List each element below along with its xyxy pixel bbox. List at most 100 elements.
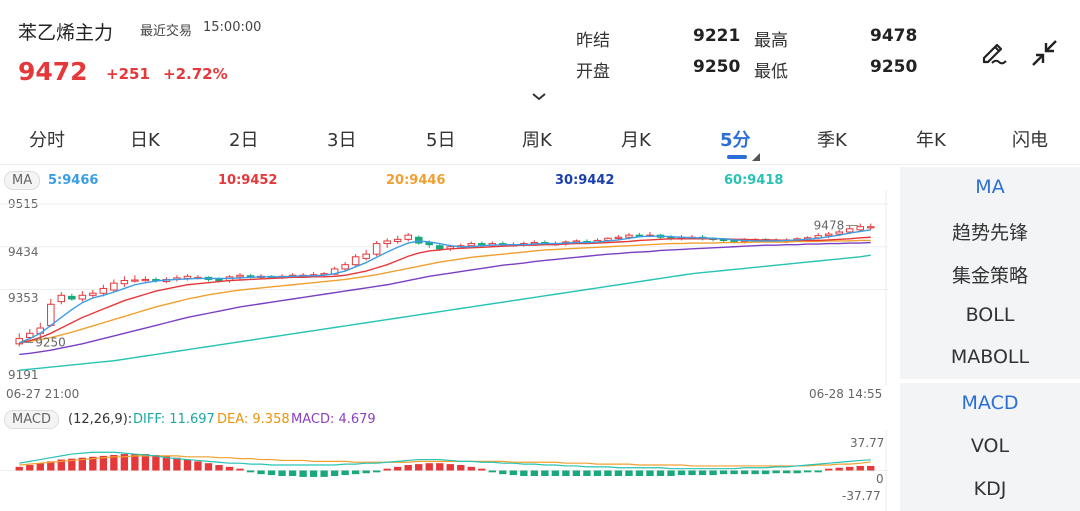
macd-chart[interactable] xyxy=(0,430,895,511)
macd-dea-value: DEA: 9.358 xyxy=(217,412,290,427)
macd-bar xyxy=(36,463,44,471)
macd-bar xyxy=(173,457,181,471)
candle-body xyxy=(404,234,412,240)
candle-body xyxy=(866,226,875,229)
tab-dropdown-icon[interactable] xyxy=(752,146,760,161)
tab-2-day[interactable]: 2日 xyxy=(229,130,259,151)
macd-bar xyxy=(825,468,833,471)
sidebar-item-vol[interactable]: VOL xyxy=(970,435,1010,457)
macd-bar xyxy=(436,463,444,471)
macd-macd-value: MACD: 4.679 xyxy=(291,412,376,427)
open-value: 9250 xyxy=(693,57,741,77)
candlestick-chart[interactable]: 9478 9250 xyxy=(0,190,895,385)
macd-bar xyxy=(646,470,654,476)
macd-bar xyxy=(698,470,707,476)
candle-body xyxy=(120,280,129,285)
ma-legend-badge[interactable]: MA xyxy=(4,171,41,190)
last-trade-time: 15:00:00 xyxy=(203,20,262,35)
price-tick-label: 9353 xyxy=(8,291,39,305)
macd-bar xyxy=(26,465,34,471)
sidebar-item-macd[interactable]: MACD xyxy=(961,392,1019,414)
macd-bar xyxy=(856,465,864,471)
open-label: 开盘 xyxy=(576,62,610,82)
tab-3-day[interactable]: 3日 xyxy=(327,130,357,151)
price-tick-label: 9434 xyxy=(8,245,39,259)
macd-bar xyxy=(404,465,412,471)
macd-bar xyxy=(78,457,87,471)
macd-bar xyxy=(68,458,76,471)
macd-bar xyxy=(867,465,875,471)
candle-body xyxy=(341,264,349,270)
macd-bar xyxy=(499,470,507,475)
chevron-down-icon[interactable] xyxy=(530,88,548,101)
ma10-legend: 10:9452 xyxy=(218,173,278,188)
sidebar-item-capital-strategy[interactable]: 集金策略 xyxy=(951,265,1028,287)
pencil-icon[interactable] xyxy=(978,36,1008,66)
macd-bar xyxy=(562,470,570,476)
tab-quarterly-k[interactable]: 季K xyxy=(817,130,847,151)
macd-bar xyxy=(572,470,581,476)
macd-bar xyxy=(110,454,118,471)
tab-daily-k[interactable]: 日K xyxy=(130,130,160,151)
candle-body xyxy=(845,228,854,233)
macd-bar xyxy=(15,466,23,471)
tab-monthly-k[interactable]: 月K xyxy=(621,130,651,151)
candle-body xyxy=(57,294,66,303)
macd-bar xyxy=(520,470,528,476)
macd-bar xyxy=(362,470,370,474)
candle-body xyxy=(215,278,223,282)
macd-bar xyxy=(278,470,286,476)
candle-body xyxy=(47,303,55,326)
tab-yearly-k[interactable]: 年K xyxy=(916,130,946,151)
candle-body xyxy=(625,234,633,238)
macd-bar xyxy=(635,470,644,476)
macd-bar xyxy=(267,470,276,476)
sidebar-item-ma[interactable]: MA xyxy=(975,176,1005,198)
macd-bar xyxy=(57,459,65,471)
macd-params: (12,26,9): xyxy=(68,412,133,427)
candle-body xyxy=(478,243,486,246)
macd-axis-zero: 0 xyxy=(876,472,884,486)
contract-name[interactable]: 苯乙烯主力 xyxy=(18,22,114,44)
ma30-legend: 30:9442 xyxy=(555,173,615,188)
macd-bar xyxy=(425,463,433,471)
macd-bar xyxy=(614,470,623,476)
macd-dea-line xyxy=(19,455,871,467)
tab-flash[interactable]: 闪电 xyxy=(1012,130,1048,151)
tab-5-day[interactable]: 5日 xyxy=(426,130,456,151)
tab-fenshi[interactable]: 分时 xyxy=(29,130,65,151)
macd-bar xyxy=(288,470,297,476)
tab-divider xyxy=(0,164,1080,165)
macd-bar xyxy=(478,468,486,471)
macd-bar xyxy=(593,470,602,476)
candle-body xyxy=(614,236,623,239)
sidebar-item-kdj[interactable]: KDJ xyxy=(973,478,1007,500)
macd-bar xyxy=(530,470,539,476)
macd-bar xyxy=(141,454,150,471)
sidebar-item-maboll[interactable]: MABOLL xyxy=(950,346,1030,368)
candle-body xyxy=(435,245,444,250)
ma60-legend: 60:9418 xyxy=(724,173,784,188)
macd-bar xyxy=(152,454,160,471)
candle-body xyxy=(351,256,360,266)
macd-bar xyxy=(236,468,244,471)
macd-legend-badge[interactable]: MACD xyxy=(4,410,59,429)
macd-bar xyxy=(793,470,801,474)
tab-weekly-k[interactable]: 周K xyxy=(522,130,552,151)
candle-body xyxy=(414,236,423,244)
candle-body xyxy=(89,292,97,296)
macd-bar xyxy=(761,470,770,475)
x-end-label: 06-28 14:55 xyxy=(809,387,883,401)
macd-bar xyxy=(467,466,475,471)
macd-bar xyxy=(719,470,728,475)
macd-bar xyxy=(415,464,423,471)
sidebar-item-boll[interactable]: BOLL xyxy=(965,304,1015,326)
macd-bar xyxy=(257,470,265,475)
macd-bar xyxy=(814,470,822,473)
collapse-icon[interactable] xyxy=(1030,38,1060,68)
low-label: 最低 xyxy=(754,62,788,82)
tab-5-min[interactable]: 5分 xyxy=(720,130,751,151)
candle-body xyxy=(99,287,108,294)
macd-bar xyxy=(299,470,307,477)
sidebar-item-trend-pioneer[interactable]: 趋势先锋 xyxy=(951,222,1028,244)
